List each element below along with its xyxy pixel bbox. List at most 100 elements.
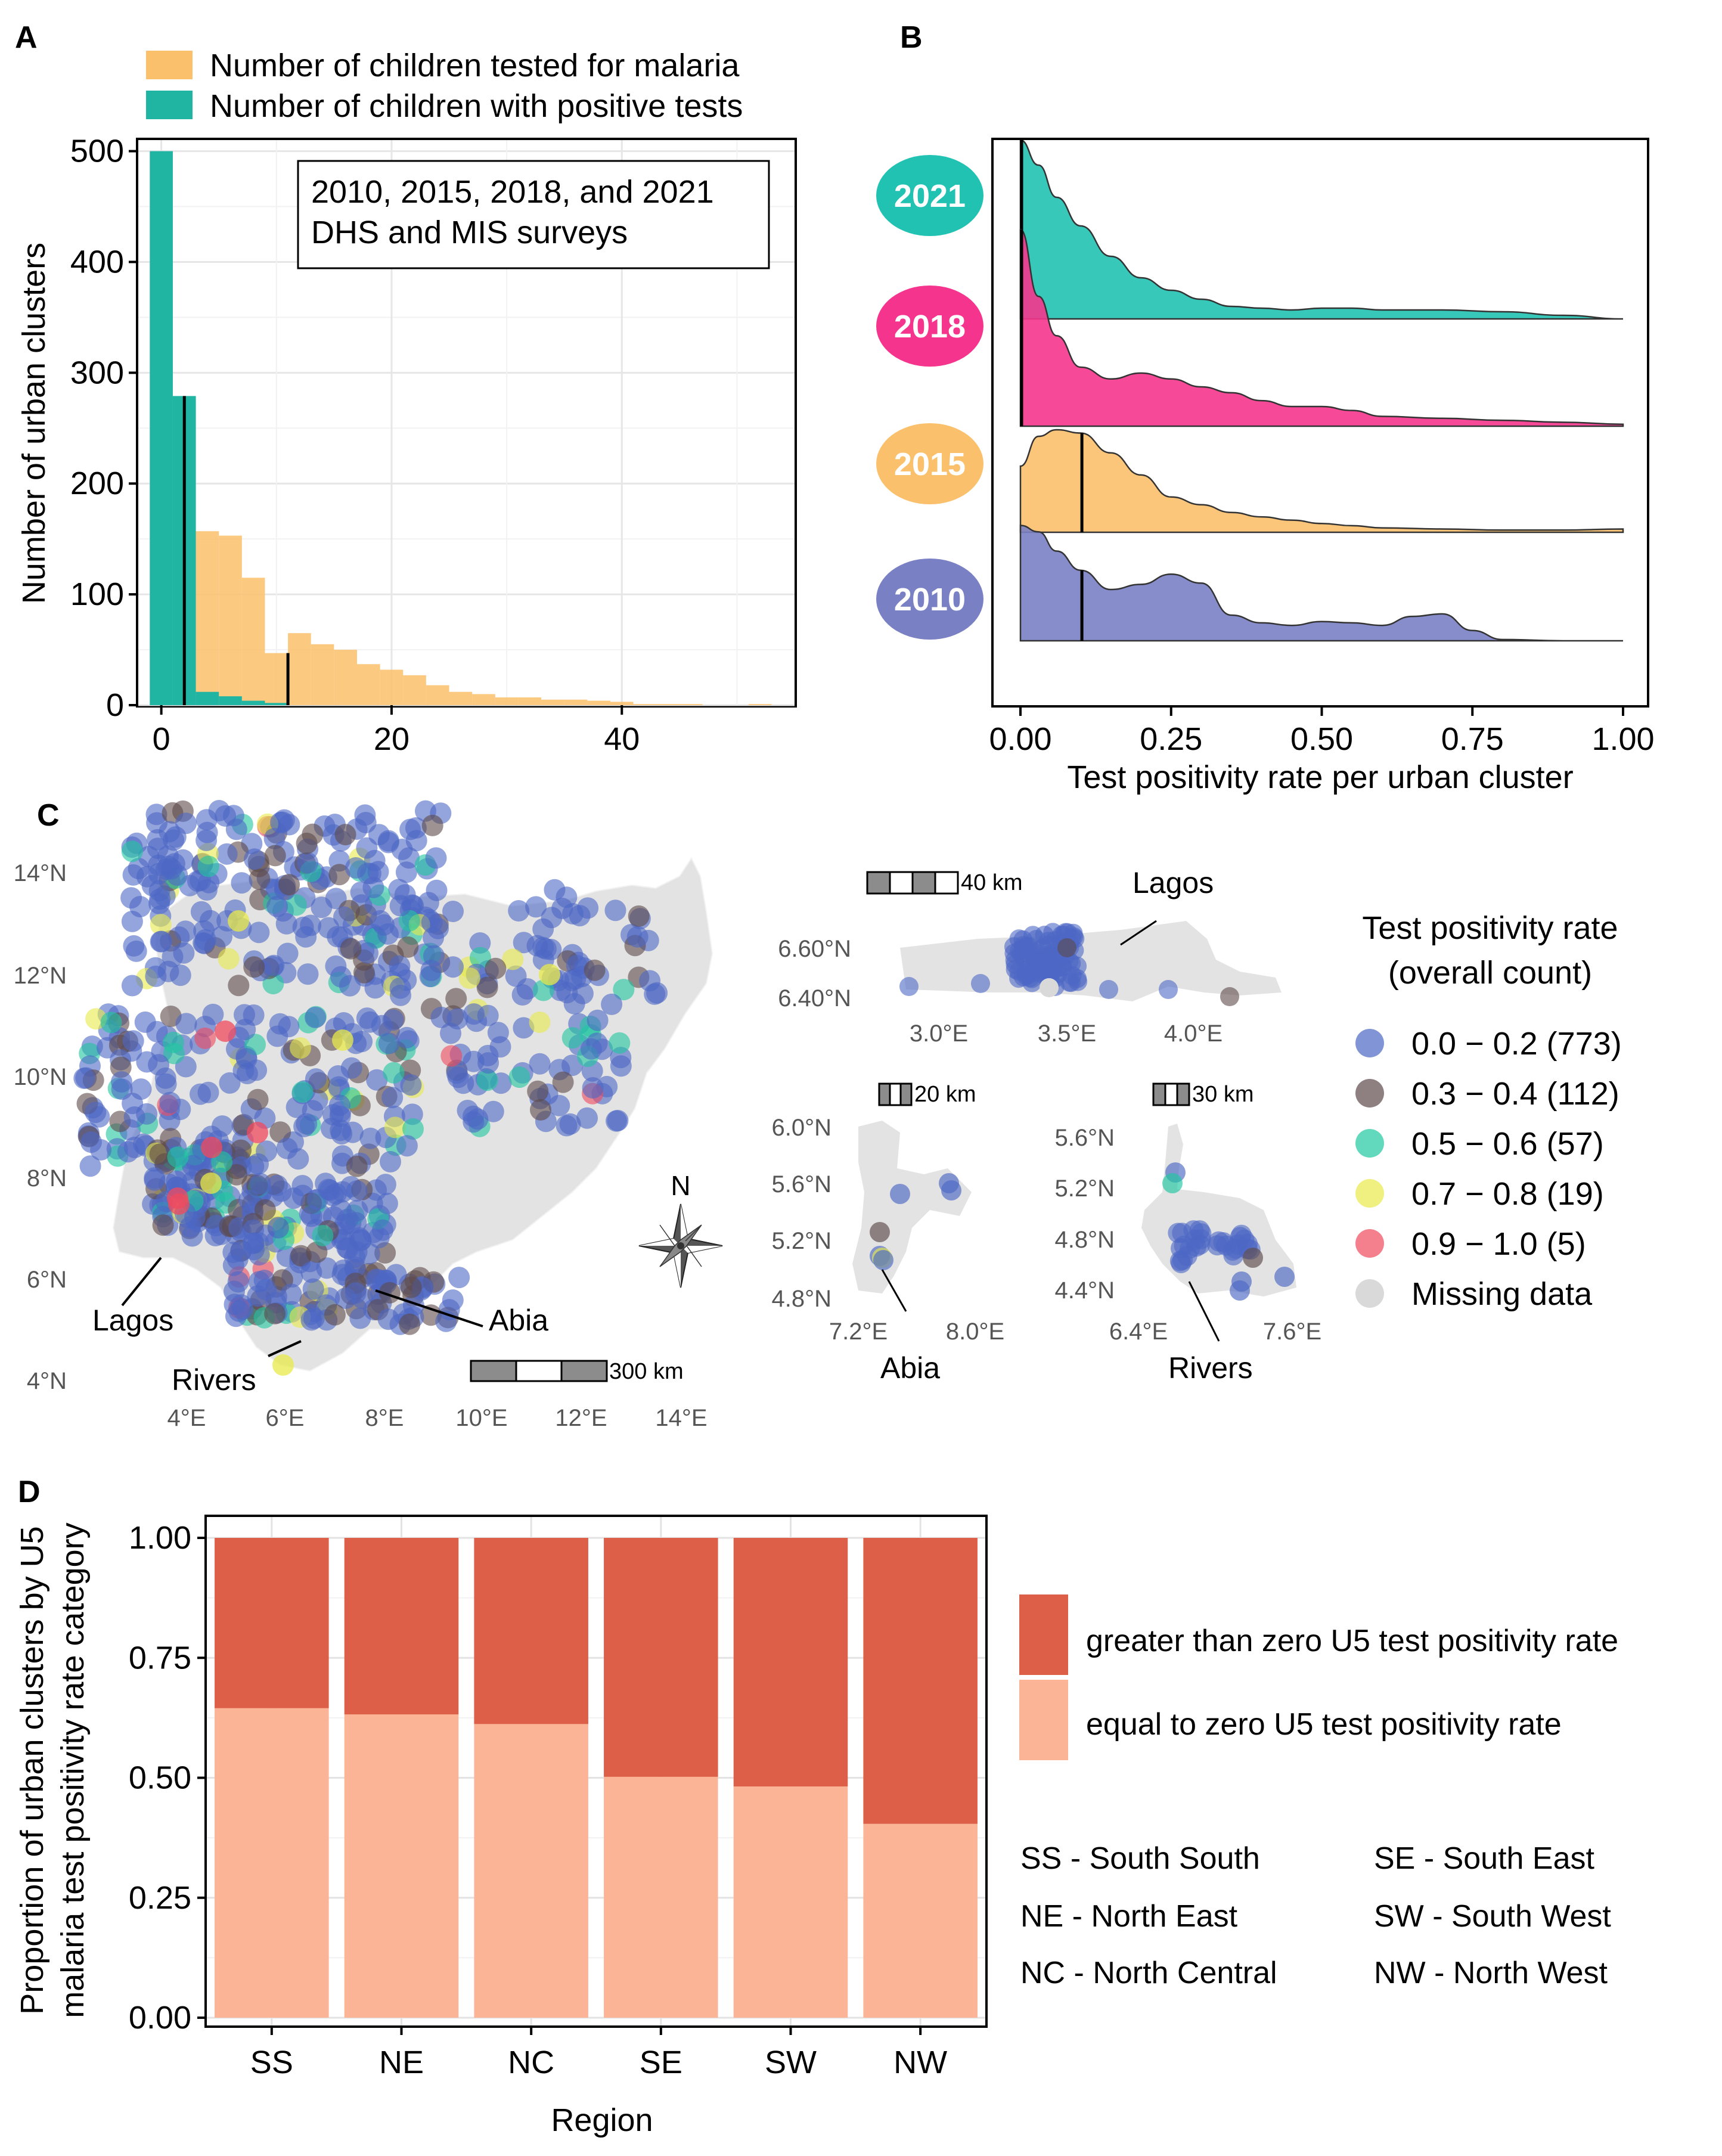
stacked-bar-segment	[604, 1538, 718, 1777]
cluster-point	[283, 1187, 305, 1209]
year-badge-label: 2018	[894, 309, 966, 345]
cluster-point	[151, 930, 172, 953]
region-key-item: NW - North West	[1374, 1956, 1608, 1990]
histogram-bar	[265, 653, 288, 705]
x-tick-label: SW	[765, 2045, 817, 2080]
axes: 0.00 0.25 0.50 0.75 1.00 SS NE NC SE SW NW	[129, 1520, 947, 2080]
tick-label: 7.2°E	[829, 1319, 888, 1345]
cluster-point	[384, 1116, 406, 1139]
cluster-point	[111, 1078, 133, 1100]
stacked-bar-segment	[215, 1708, 329, 2018]
tick-label: 4.8°N	[1055, 1227, 1115, 1253]
histogram-bar	[311, 644, 334, 705]
tick-label: 14°E	[655, 1405, 707, 1431]
cluster-point	[141, 874, 163, 896]
tick-label: 6°E	[266, 1405, 305, 1431]
cluster-point	[513, 1017, 535, 1039]
y-tick-label: 0.75	[129, 1640, 191, 1676]
histogram-bar	[633, 704, 657, 705]
cluster-point	[297, 963, 319, 985]
region-key: SS - South South SE - South East NE - No…	[1020, 1841, 1611, 1990]
panel-d-label: D	[18, 1475, 41, 1509]
inset-abia: 20 km Abia 6.0°N 5.6°N 5.2°N 4.8°N 7.2°E…	[772, 1082, 1005, 1385]
legend-label: 0.0 − 0.2 (773)	[1411, 1026, 1622, 1062]
cluster-point	[163, 1043, 185, 1065]
cluster-point	[300, 1205, 322, 1227]
cluster-point	[402, 1118, 424, 1140]
cluster-point	[264, 1302, 286, 1324]
y-tick-label: 100	[70, 576, 124, 612]
x-tick-label: 0.00	[989, 721, 1051, 757]
cluster-point	[377, 1308, 399, 1330]
cluster-point	[144, 1169, 166, 1191]
histogram-bar	[610, 702, 634, 705]
cluster-point	[163, 853, 185, 875]
cluster-point	[270, 811, 292, 833]
legend-key	[1355, 1079, 1384, 1108]
cluster-point	[400, 1276, 422, 1298]
y-axis-title: Number of urban clusters	[16, 243, 52, 604]
cluster-point	[639, 970, 661, 992]
stacked-bar-segment	[863, 1823, 978, 2018]
cluster-point	[873, 1250, 893, 1270]
y-tick-label: 500	[70, 134, 124, 169]
histogram-bar	[380, 669, 404, 705]
cluster-point	[610, 1055, 632, 1077]
cluster-point	[601, 993, 623, 1015]
legend-swatch-equal	[1019, 1680, 1068, 1760]
rivers-points	[1162, 1162, 1295, 1301]
cluster-point	[405, 830, 427, 852]
cluster-point	[395, 861, 417, 883]
cluster-point	[244, 848, 265, 870]
stacked-bar-segment	[215, 1538, 329, 1708]
cluster-point	[345, 1282, 367, 1304]
tick-label: 5.2°N	[1055, 1175, 1115, 1202]
inset-title: Abia	[880, 1351, 940, 1385]
cluster-point	[399, 1313, 421, 1335]
inset-title: Lagos	[1133, 866, 1214, 899]
cluster-point	[359, 1127, 381, 1149]
tick-label: 8°E	[365, 1405, 404, 1431]
year-badge-label: 2010	[894, 582, 966, 618]
legend-items: 0.0 − 0.2 (773) 0.3 − 0.4 (112) 0.5 − 0.6 …	[1355, 1026, 1622, 1312]
cluster-point	[285, 894, 307, 916]
legend-swatch-greater	[1019, 1594, 1068, 1675]
cluster-point	[340, 938, 362, 960]
histogram-bar	[196, 531, 219, 705]
legend-title-line-1: Test positivity rate	[1362, 910, 1618, 946]
histogram-bar	[334, 650, 357, 705]
cluster-point	[525, 896, 547, 918]
callout	[1120, 920, 1157, 946]
cluster-point	[201, 1137, 222, 1158]
legend-label: 0.3 − 0.4 (112)	[1411, 1076, 1619, 1112]
cluster-point	[582, 1077, 604, 1099]
cluster-point	[100, 1012, 122, 1034]
cluster-point	[267, 1217, 289, 1239]
cluster-point	[300, 1261, 322, 1283]
compass-north-label: N	[671, 1170, 690, 1201]
cluster-point	[1220, 987, 1239, 1006]
cluster-point	[247, 1285, 269, 1307]
cluster-point	[337, 1237, 359, 1260]
cluster-point	[197, 1081, 219, 1103]
x-tick-label: 0.75	[1441, 721, 1504, 757]
compass-rose: N	[638, 1170, 723, 1288]
x-tick-label: NW	[893, 2045, 947, 2080]
cluster-point	[552, 1071, 574, 1093]
histogram-bar	[679, 704, 703, 705]
median-lines	[182, 396, 290, 705]
tick-label: 6.40°N	[778, 985, 851, 1012]
tick-label: 14°N	[14, 860, 67, 886]
cluster-point	[421, 911, 443, 933]
cluster-point	[280, 1283, 302, 1305]
cluster-point	[324, 1304, 346, 1326]
panel-a-label: A	[15, 20, 38, 55]
cluster-point	[508, 1066, 530, 1088]
cluster-point	[529, 1053, 551, 1075]
cluster-point	[334, 824, 356, 846]
cluster-point	[1159, 980, 1178, 999]
cluster-point	[329, 1105, 351, 1127]
legend-label: 0.5 − 0.6 (57)	[1411, 1126, 1604, 1162]
panel-c-label: C	[37, 798, 60, 833]
